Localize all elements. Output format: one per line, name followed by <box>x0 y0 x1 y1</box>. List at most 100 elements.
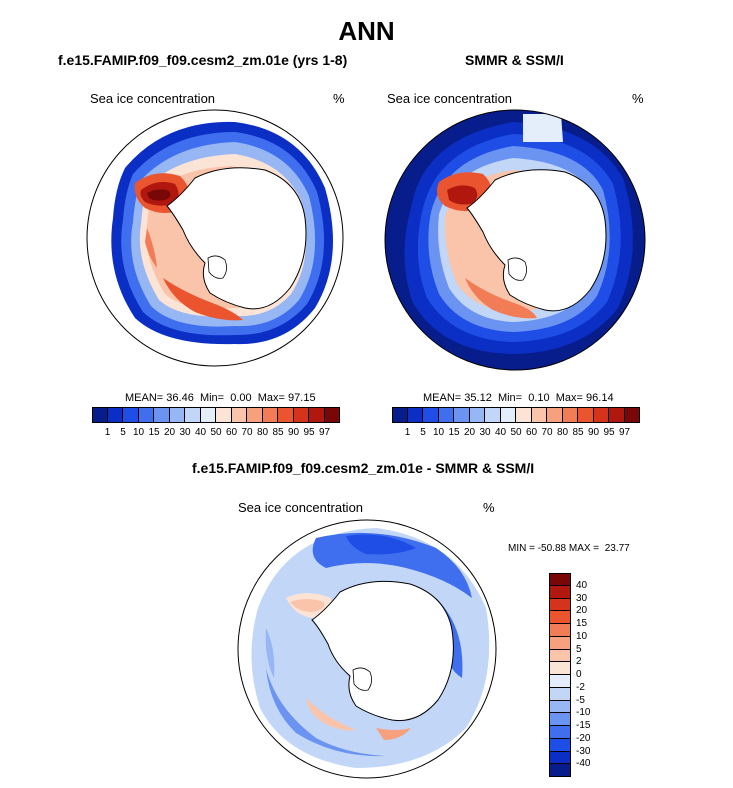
panel-1-variable-label: Sea ice concentration <box>90 91 216 106</box>
panel-1-colorbar-swatch <box>92 407 108 423</box>
panel-3-title: f.e15.FAMIP.f09_f09.cesm2_zm.01e - SMMR … <box>192 460 535 476</box>
panel-3-colorbar-swatch <box>549 675 571 688</box>
panel-1-max-label: Max= <box>257 392 285 404</box>
panel-3-colorbar-swatch <box>549 687 571 701</box>
panel-2-colorbar-tick-label: 70 <box>541 427 553 438</box>
panel-1-max-value: 97.15 <box>288 392 316 404</box>
panel-3-colorbar-tick-label: 10 <box>576 630 588 642</box>
panel-2-mean-label: MEAN= <box>423 392 462 404</box>
panel-2-colorbar-tick-label: 20 <box>463 427 476 438</box>
panel-2-antarctica <box>466 169 607 312</box>
panel-1-colorbar-tick-label: 1 <box>104 427 111 438</box>
panel-2-colorbar-swatch <box>531 407 547 423</box>
panel-1-stats: MEAN= 36.46 Min= 0.00 Max= 97.15 <box>125 392 316 404</box>
panel-1-colorbar <box>92 407 340 423</box>
panel-3-colorbar-swatch <box>549 611 571 624</box>
panel-3-minmax: MIN = -50.88 MAX = 23.77 <box>508 543 630 554</box>
panel-2-polar-map <box>384 109 646 371</box>
panel-1-colorbar-swatch <box>262 407 278 423</box>
panel-1-colorbar-swatch <box>293 407 309 423</box>
panel-3-polar-map <box>237 519 497 779</box>
panel-3-colorbar-swatch <box>549 662 571 675</box>
panel-3-colorbar-ticks: 40 30 20 15 10 5 2 0 -2 -5 -10 -15 -20 -30 -40 <box>576 573 616 777</box>
panel-3-colorbar-tick-label: -20 <box>576 732 591 744</box>
panel-1-colorbar-tick-label: 40 <box>194 427 207 438</box>
panel-3-colorbar-swatch <box>549 598 571 612</box>
panel-2-max-label: Max= <box>555 392 583 404</box>
panel-1-colorbar-tick-label: 15 <box>148 427 160 438</box>
panel-1-min-label: Min= <box>199 392 225 404</box>
panel-2-colorbar-tick-label: 95 <box>603 427 615 438</box>
panel-1-colorbar-ticks: 1 5 10 15 20 30 40 50 60 70 80 85 90 95 97 <box>92 427 340 441</box>
panel-2-colorbar-swatch <box>438 407 454 423</box>
panel-3-colorbar-tick-label: -15 <box>576 720 591 731</box>
panel-1-colorbar-swatch <box>216 407 232 423</box>
panel-3-colorbar-frame <box>549 573 571 777</box>
panel-3-colorbar-swatch <box>549 624 571 637</box>
panel-2-colorbar-tick-label: 1 <box>404 427 411 438</box>
panel-2-colorbar-tick-label: 80 <box>556 427 569 438</box>
panel-2-colorbar-swatch <box>423 407 439 423</box>
panel-2-colorbar-frame <box>392 407 640 423</box>
panel-1-mean-value: 36.46 <box>166 392 194 404</box>
panel-2-min-value: 0.10 <box>528 392 550 404</box>
panel-3-colorbar-swatch <box>549 726 571 739</box>
panel-1-mean-label: MEAN= <box>125 392 164 404</box>
panel-3-units-label: % <box>483 500 495 515</box>
panel-1-colorbar-tick-label: 60 <box>225 427 238 438</box>
panel-2-variable-label: Sea ice concentration <box>387 91 513 106</box>
panel-2-colorbar-swatch <box>562 407 578 423</box>
panel-1-colorbar-swatch <box>278 407 294 423</box>
panel-1-colorbar-tick-label: 5 <box>120 427 126 438</box>
panel-1-units-label: % <box>333 91 345 106</box>
panel-3-colorbar <box>549 573 571 777</box>
panel-3-colorbar-tick-label: 15 <box>576 618 588 629</box>
panel-2-colorbar-swatch <box>454 407 470 423</box>
panel-3-colorbar-tick-label: 0 <box>576 669 582 680</box>
panel-1-colorbar-swatch <box>107 407 123 423</box>
panel-3-antarctica <box>311 580 454 722</box>
panel-2-colorbar-tick-label: 90 <box>587 427 600 438</box>
panel-2-colorbar-tick-label: 30 <box>479 427 491 438</box>
panel-2-colorbar-tick-label: 50 <box>510 427 522 438</box>
panel-1-title: f.e15.FAMIP.f09_f09.cesm2_zm.01e (yrs 1-… <box>58 52 348 68</box>
panel-1-colorbar-frame <box>92 407 340 423</box>
panel-2-colorbar-tick-label: 85 <box>572 427 584 438</box>
panel-2-colorbar <box>392 407 640 423</box>
panel-2-colorbar-swatch <box>407 407 423 423</box>
panel-3-colorbar-tick-label: -2 <box>576 681 585 693</box>
panel-2-colorbar-tick-label: 40 <box>494 427 507 438</box>
panel-1-colorbar-tick-label: 80 <box>256 427 269 438</box>
panel-2-colorbar-swatch <box>485 407 501 423</box>
panel-3-colorbar-swatch <box>549 585 571 599</box>
panel-1-antarctica <box>166 167 307 310</box>
panel-1-colorbar-tick-label: 90 <box>287 427 300 438</box>
panel-2-colorbar-swatch <box>469 407 485 423</box>
panel-3-colorbar-tick-label: -40 <box>576 758 591 770</box>
panel-1-colorbar-swatch <box>247 407 263 423</box>
panel-3-colorbar-swatch <box>549 751 571 765</box>
panel-2-mean-value: 35.12 <box>464 392 492 404</box>
panel-3-colorbar-swatch <box>549 700 571 714</box>
panel-1-colorbar-tick-label: 20 <box>163 427 176 438</box>
panel-1-colorbar-tick-label: 97 <box>318 427 331 438</box>
panel-2-colorbar-swatch <box>578 407 594 423</box>
panel-3-colorbar-tick-label: -10 <box>576 707 591 719</box>
panel-2-colorbar-swatch <box>609 407 625 423</box>
panel-3-colorbar-tick-label: 30 <box>576 592 588 604</box>
panel-1-colorbar-swatch <box>231 407 247 423</box>
panel-3-colorbar-swatch <box>549 573 571 586</box>
panel-3-variable-label: Sea ice concentration <box>238 500 364 515</box>
panel-1-polar-map <box>86 109 344 367</box>
panel-1-colorbar-tick-label: 50 <box>210 427 222 438</box>
panel-1-colorbar-swatch <box>138 407 154 423</box>
panel-1-colorbar-swatch <box>185 407 201 423</box>
panel-3-colorbar-tick-label: -5 <box>576 694 585 706</box>
panel-2-stats: MEAN= 35.12 Min= 0.10 Max= 96.14 <box>423 392 614 404</box>
panel-2-colorbar-tick-label: 97 <box>618 427 631 438</box>
panel-3-colorbar-swatch <box>549 738 571 752</box>
panel-3-colorbar-swatch <box>549 636 571 650</box>
panel-1-min-value: 0.00 <box>230 392 252 404</box>
panel-1-colorbar-swatch <box>154 407 170 423</box>
panel-2-colorbar-swatch <box>516 407 532 423</box>
